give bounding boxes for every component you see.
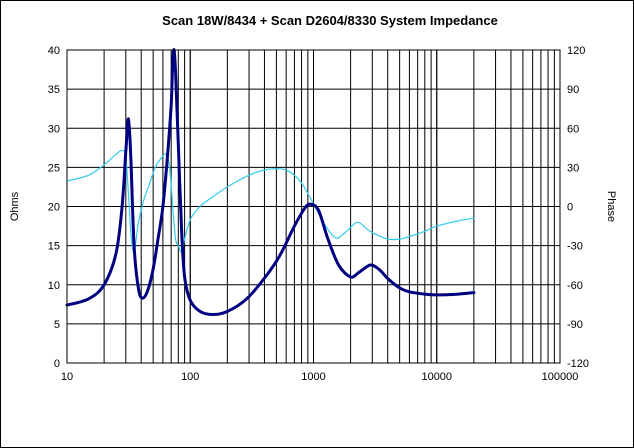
y2-tick-label: -120 [567,358,589,370]
x-tick-label: 10000 [421,371,452,383]
x-tick-label: 100000 [542,371,579,383]
x-tick-label: 10 [61,371,73,383]
y2-tick-label: 30 [567,162,579,174]
x-tick-label: 100 [181,371,199,383]
y2-tick-label: 90 [567,84,579,96]
y2-tick-label: -90 [567,319,583,331]
y-axis-label: Ohms [9,191,21,221]
impedance-series-line [65,48,476,316]
plot-area-border [66,49,561,364]
y2-axis-label: Phase [605,191,617,222]
tick-labels: 0 5 10 15 20 25 30 35 40 -120 -90 -60 -30 0 30 60 90 120 1… [48,45,589,383]
y-tick-label: 35 [48,84,60,96]
y2-tick-label: 0 [567,202,573,214]
y-tick-label: 15 [48,241,60,253]
y2-tick-label: 60 [567,123,579,135]
y-tick-label: 20 [48,202,60,214]
y2-tick-label: -30 [567,241,583,253]
y-tick-label: 10 [48,280,60,292]
x-tick-label: 1000 [301,371,325,383]
phase-series-line [66,149,475,253]
chart-title: Scan 18W/8434 + Scan D2604/8330 System I… [162,13,498,28]
y-tick-label: 0 [54,358,60,370]
y2-tick-label: 120 [567,45,585,57]
series-layer [65,48,476,316]
y-tick-label: 30 [48,123,60,135]
y-tick-label: 25 [48,162,60,174]
y-tick-label: 40 [48,45,60,57]
y2-tick-label: -60 [567,280,583,292]
y-tick-label: 5 [54,319,60,331]
